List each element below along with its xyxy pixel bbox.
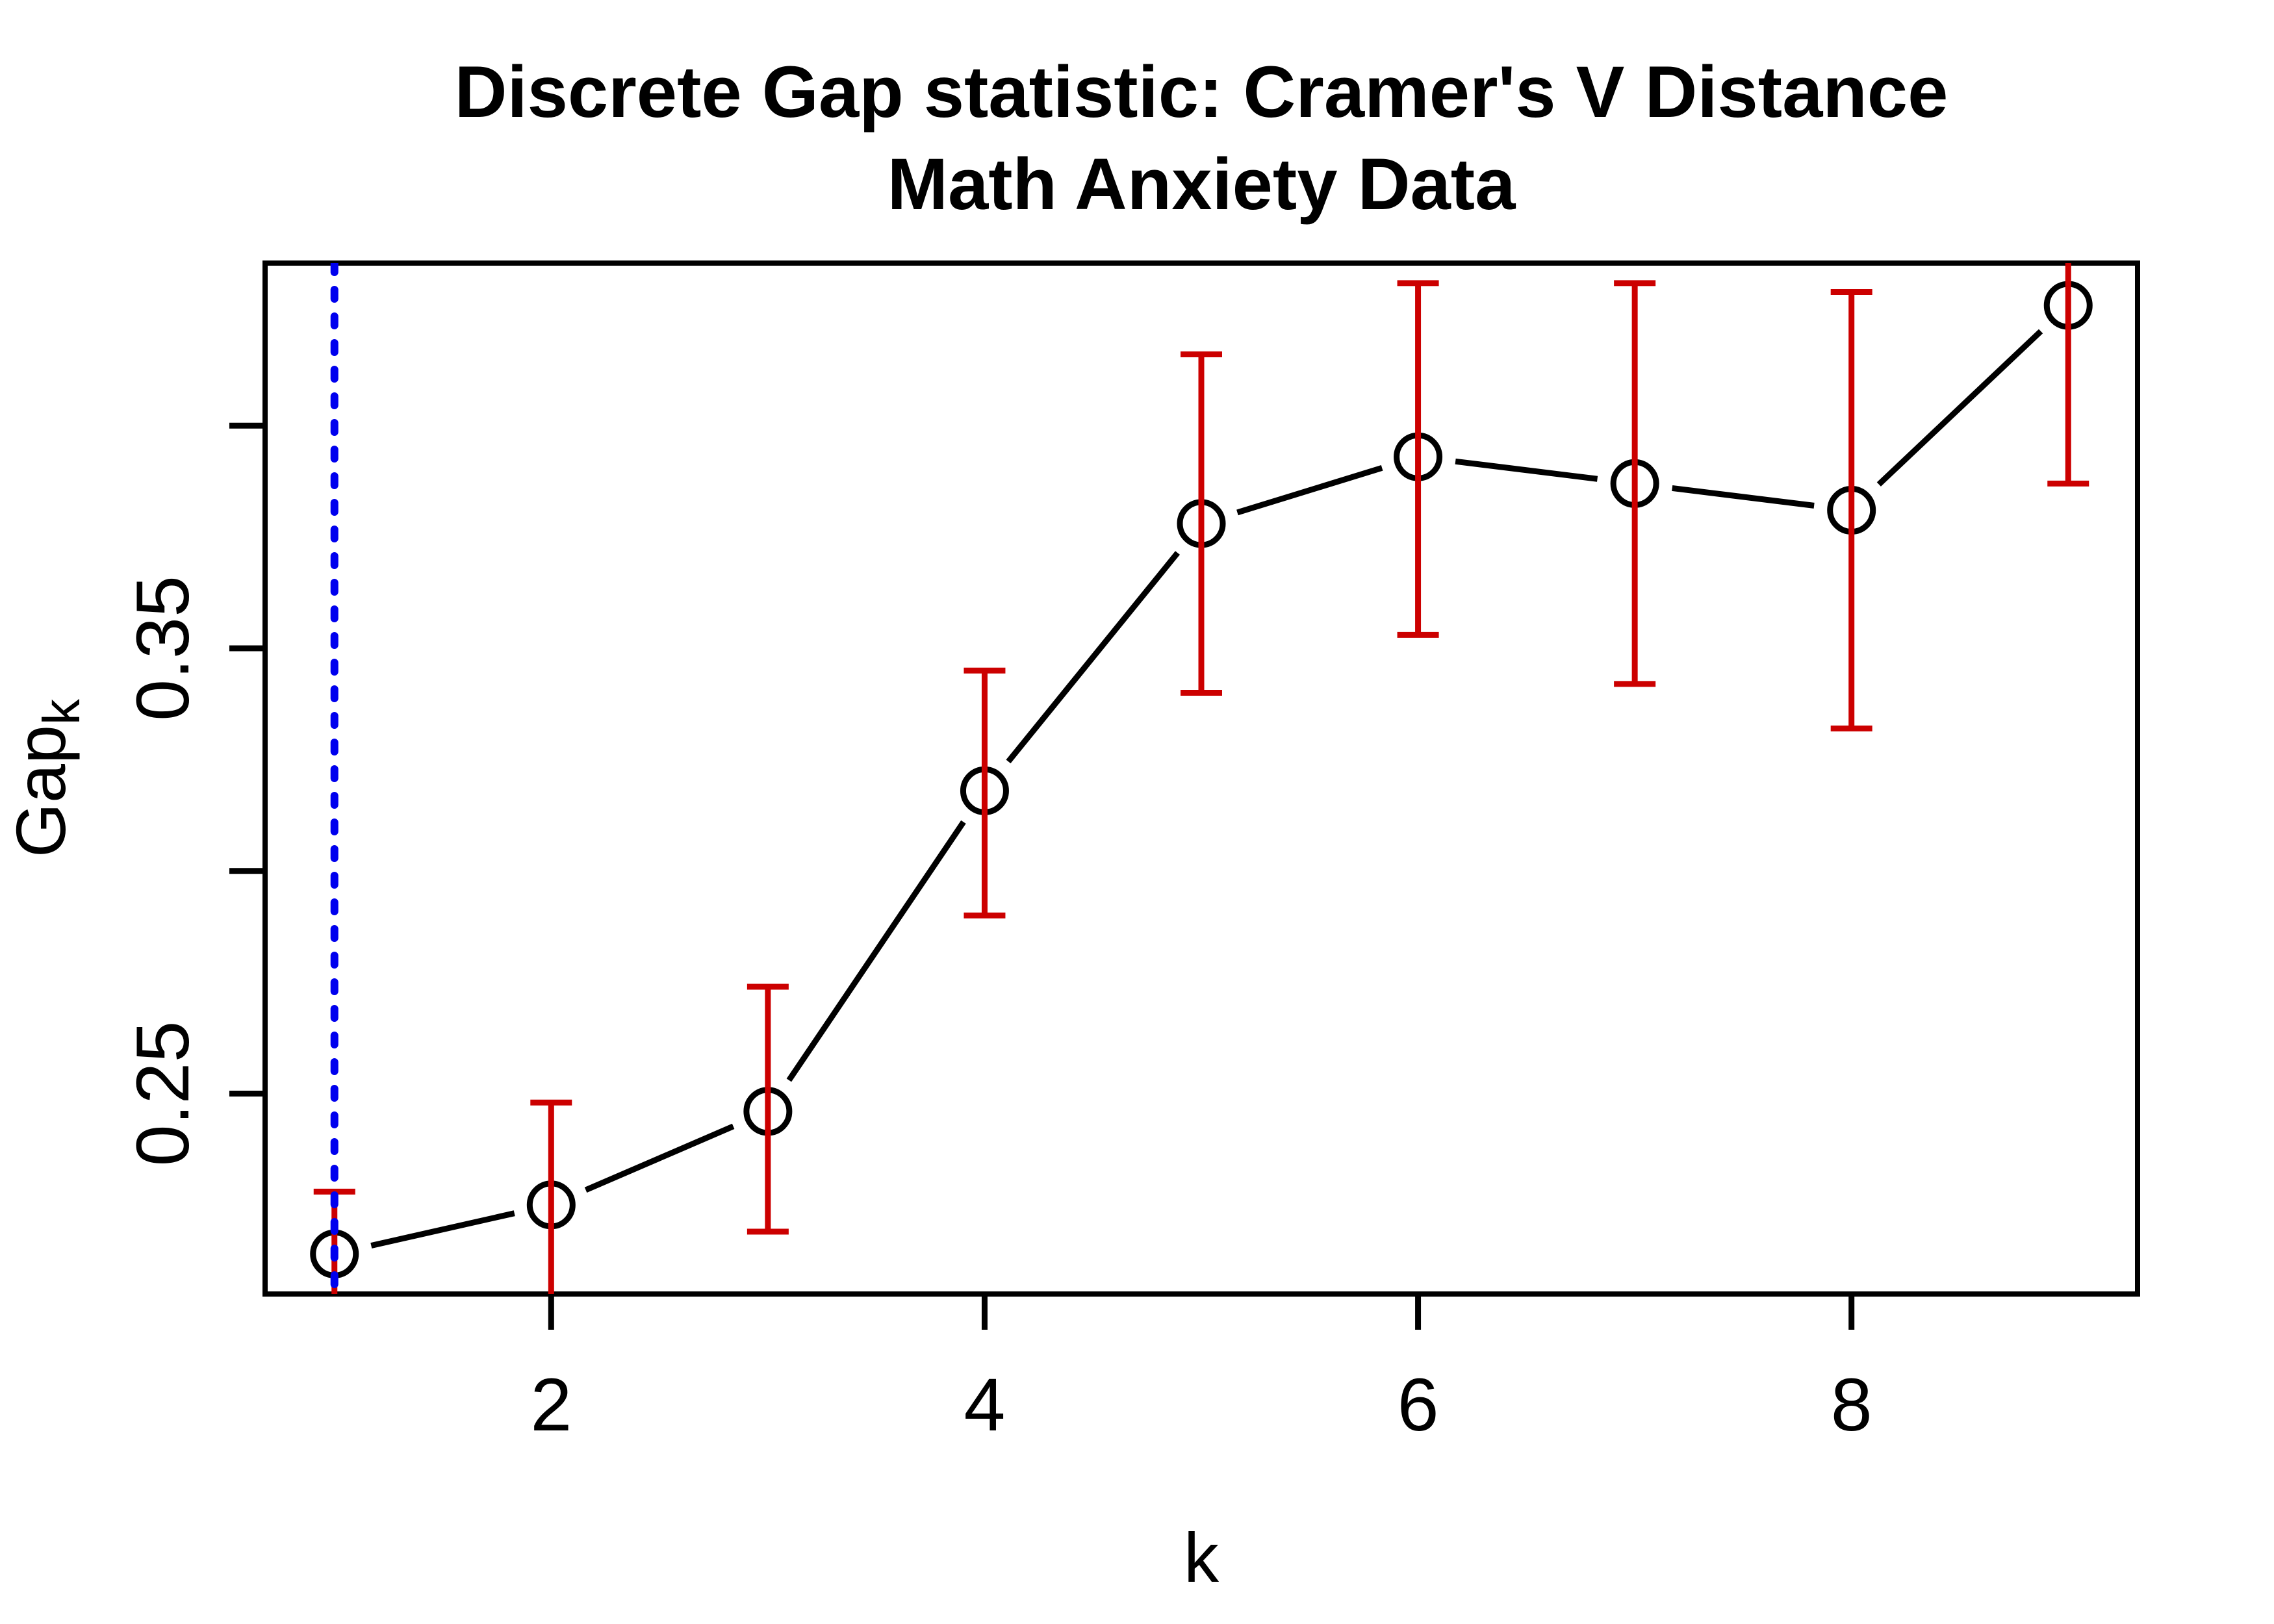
chart-subtitle: Math Anxiety Data bbox=[888, 144, 1516, 225]
y-axis-title-main: Gap bbox=[1, 725, 80, 857]
y-tick-label-0.35: 0.35 bbox=[121, 576, 205, 721]
error-bar-k2 bbox=[530, 1099, 572, 1294]
plot-border bbox=[262, 260, 2140, 1297]
chart-title: Discrete Gap statistic: Cramer's V Dista… bbox=[455, 51, 1948, 133]
error-bar-k4 bbox=[964, 667, 1006, 919]
segment-k6-k7 bbox=[1455, 458, 1598, 482]
x-tick-label-4: 4 bbox=[964, 1364, 1005, 1447]
series-line bbox=[370, 329, 2043, 1249]
axis-ticks: 2 4 6 8 0.25 0.35 bbox=[121, 422, 1872, 1447]
segment-k4-k5 bbox=[1006, 551, 1180, 764]
error-bars bbox=[313, 263, 2089, 1294]
x-tick-label-2: 2 bbox=[530, 1364, 572, 1447]
segment-k7-k8 bbox=[1672, 485, 1815, 509]
segment-k8-k9 bbox=[1876, 329, 2043, 487]
error-bar-k6 bbox=[1397, 280, 1439, 638]
error-bar-k3 bbox=[747, 983, 789, 1235]
x-tick-label-6: 6 bbox=[1398, 1364, 1439, 1447]
x-tick-label-8: 8 bbox=[1831, 1364, 1872, 1447]
segment-k5-k6 bbox=[1236, 464, 1383, 516]
error-bar-k5 bbox=[1181, 351, 1222, 696]
y-axis-title: Gapk bbox=[1, 698, 90, 857]
segment-k2-k3 bbox=[584, 1123, 735, 1193]
error-bar-k7 bbox=[1614, 280, 1656, 687]
segment-k1-k2 bbox=[370, 1210, 515, 1249]
x-axis-title: k bbox=[1184, 1518, 1220, 1597]
segment-k3-k4 bbox=[786, 820, 966, 1082]
error-bar-k8 bbox=[1830, 289, 1872, 731]
error-bar-k9 bbox=[2047, 263, 2089, 487]
y-axis-title-subscript: k bbox=[32, 698, 90, 725]
y-tick-label-0.25: 0.25 bbox=[121, 1021, 205, 1167]
